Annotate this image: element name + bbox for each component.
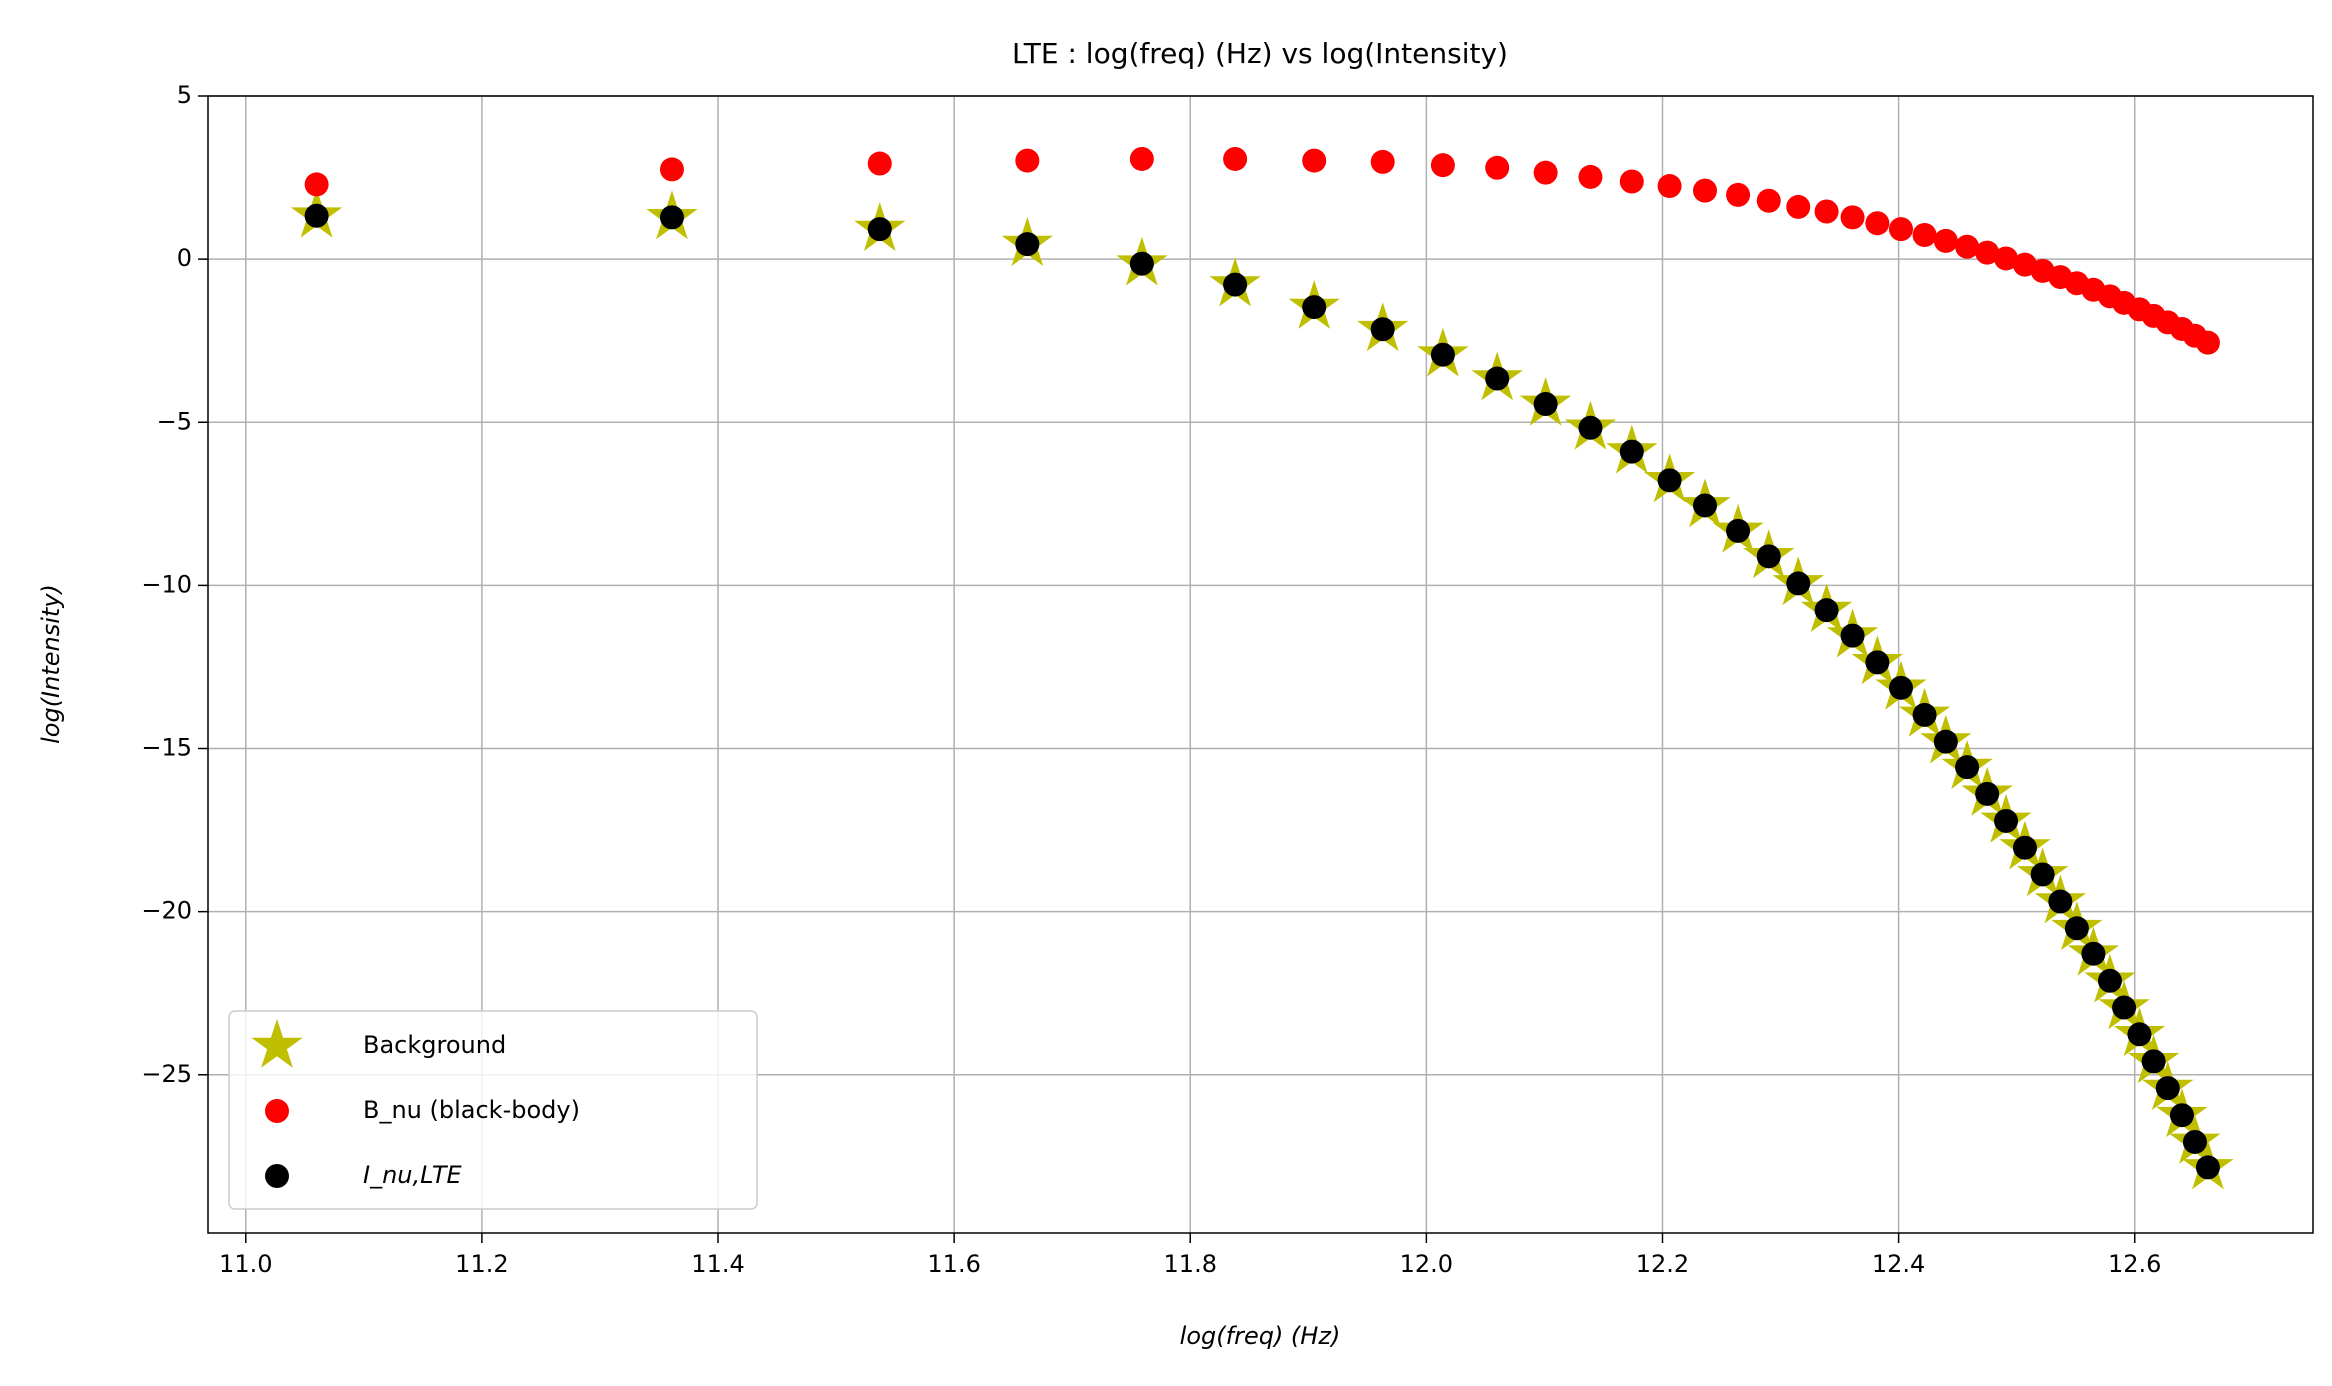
x-tick-label: 12.4 xyxy=(1872,1250,1925,1278)
point xyxy=(1485,155,1510,180)
point xyxy=(867,151,892,176)
point xyxy=(1726,182,1751,207)
point xyxy=(2081,941,2106,966)
point xyxy=(1533,391,1558,416)
point xyxy=(659,157,684,182)
point xyxy=(1578,415,1603,440)
point xyxy=(1619,439,1644,464)
x-tick-label: 11.2 xyxy=(455,1250,508,1278)
point xyxy=(2169,1103,2194,1128)
point xyxy=(304,172,329,197)
point xyxy=(1302,295,1327,320)
point xyxy=(1933,228,1958,253)
point xyxy=(659,205,684,230)
point xyxy=(2012,835,2037,860)
point xyxy=(1302,148,1327,173)
point xyxy=(1975,781,2000,806)
point xyxy=(1485,366,1510,391)
point xyxy=(1888,675,1913,700)
x-tick-label: 11.6 xyxy=(927,1250,980,1278)
point xyxy=(1756,544,1781,569)
point xyxy=(1657,174,1682,199)
point xyxy=(1430,342,1455,367)
point xyxy=(1692,493,1717,518)
point xyxy=(1840,623,1865,648)
point xyxy=(1955,234,1980,259)
y-tick-label: −5 xyxy=(157,407,192,435)
point xyxy=(1223,272,1248,297)
point xyxy=(1619,169,1644,194)
x-tick-label: 12.6 xyxy=(2108,1250,2161,1278)
point xyxy=(265,1099,289,1123)
point xyxy=(1129,251,1154,276)
point xyxy=(2064,916,2089,941)
point xyxy=(1994,808,2019,833)
point xyxy=(1223,146,1248,171)
x-tick-label: 12.2 xyxy=(1636,1250,1689,1278)
point xyxy=(1786,194,1811,219)
legend-label: Background xyxy=(363,1031,506,1059)
point xyxy=(2182,1129,2207,1154)
point xyxy=(867,217,892,242)
x-tick-label: 12.0 xyxy=(1400,1250,1453,1278)
point xyxy=(1786,571,1811,596)
point xyxy=(2155,1076,2180,1101)
point xyxy=(1657,468,1682,493)
x-axis-label: log(freq) (Hz) xyxy=(1180,1322,1341,1350)
point xyxy=(1129,146,1154,171)
x-tick-label: 11.8 xyxy=(1164,1250,1217,1278)
point xyxy=(1726,518,1751,543)
point xyxy=(1756,188,1781,213)
point xyxy=(1692,178,1717,203)
point xyxy=(2048,889,2073,914)
y-tick-label: −10 xyxy=(141,570,192,598)
point xyxy=(1578,164,1603,189)
point xyxy=(1015,148,1040,173)
point xyxy=(2030,862,2055,887)
y-tick-label: −15 xyxy=(141,734,192,762)
point xyxy=(2112,995,2137,1020)
point xyxy=(1015,232,1040,257)
y-axis-label: log(Intensity) xyxy=(37,584,65,744)
x-tick-label: 11.4 xyxy=(691,1250,744,1278)
point xyxy=(1865,650,1890,675)
point xyxy=(1994,246,2019,271)
point xyxy=(1912,222,1937,247)
legend-box xyxy=(228,1010,758,1210)
point xyxy=(1370,317,1395,342)
point xyxy=(2127,1022,2152,1047)
y-tick-label: 5 xyxy=(177,81,192,109)
y-tick-label: −20 xyxy=(141,897,192,925)
point xyxy=(1370,149,1395,174)
point xyxy=(1840,205,1865,230)
point xyxy=(1912,702,1937,727)
point xyxy=(1975,240,2000,265)
chart-title: LTE : log(freq) (Hz) vs log(Intensity) xyxy=(1012,37,1508,70)
point xyxy=(1955,755,1980,780)
plot-frame xyxy=(207,95,2314,1234)
point xyxy=(1430,153,1455,178)
star-marker xyxy=(251,1019,303,1068)
point xyxy=(2195,1155,2220,1180)
point xyxy=(304,203,329,228)
point xyxy=(265,1164,289,1188)
point xyxy=(2141,1049,2166,1074)
y-tick-label: −25 xyxy=(141,1060,192,1088)
point xyxy=(2097,968,2122,993)
y-tick-label: 0 xyxy=(177,244,192,272)
point xyxy=(2195,330,2220,355)
point xyxy=(1865,211,1890,236)
point xyxy=(1933,729,1958,754)
legend-label: B_nu (black-body) xyxy=(363,1096,580,1124)
point xyxy=(1888,217,1913,242)
point xyxy=(1814,199,1839,224)
point xyxy=(1533,160,1558,185)
point xyxy=(1814,598,1839,623)
legend-label: I_nu,LTE xyxy=(363,1161,463,1189)
x-tick-label: 11.0 xyxy=(219,1250,272,1278)
